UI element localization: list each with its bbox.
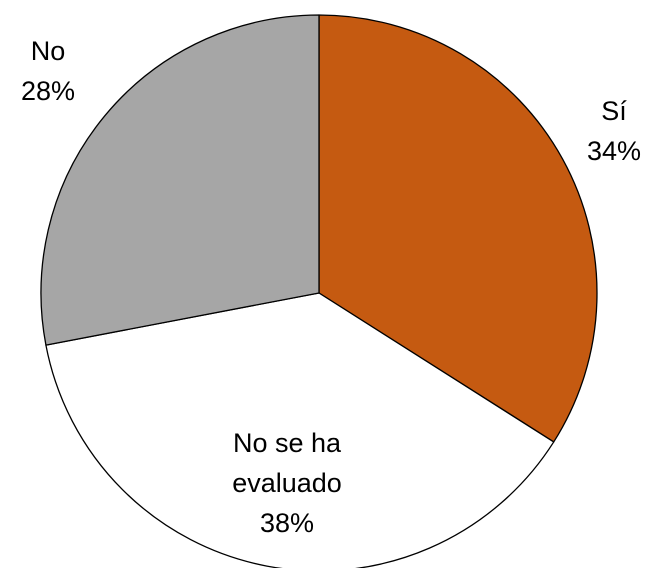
label-no-evaluado-line1: No se ha <box>233 428 342 458</box>
label-no: No 28% <box>21 36 75 106</box>
label-no-name: No <box>31 36 66 66</box>
label-si: Sí 34% <box>587 96 641 166</box>
label-si-percent: 34% <box>587 136 641 166</box>
label-no-evaluado-percent: 38% <box>260 508 314 538</box>
pie-slice-no <box>40 14 320 346</box>
pie-slice-si <box>318 14 598 443</box>
pie-slices <box>40 14 598 568</box>
label-no-evaluado-line2: evaluado <box>232 468 342 498</box>
pie-slice-no-se-ha-evaluado <box>45 292 555 568</box>
label-no-evaluado: No se ha evaluado 38% <box>232 428 342 538</box>
label-si-name: Sí <box>601 96 627 126</box>
label-no-percent: 28% <box>21 76 75 106</box>
